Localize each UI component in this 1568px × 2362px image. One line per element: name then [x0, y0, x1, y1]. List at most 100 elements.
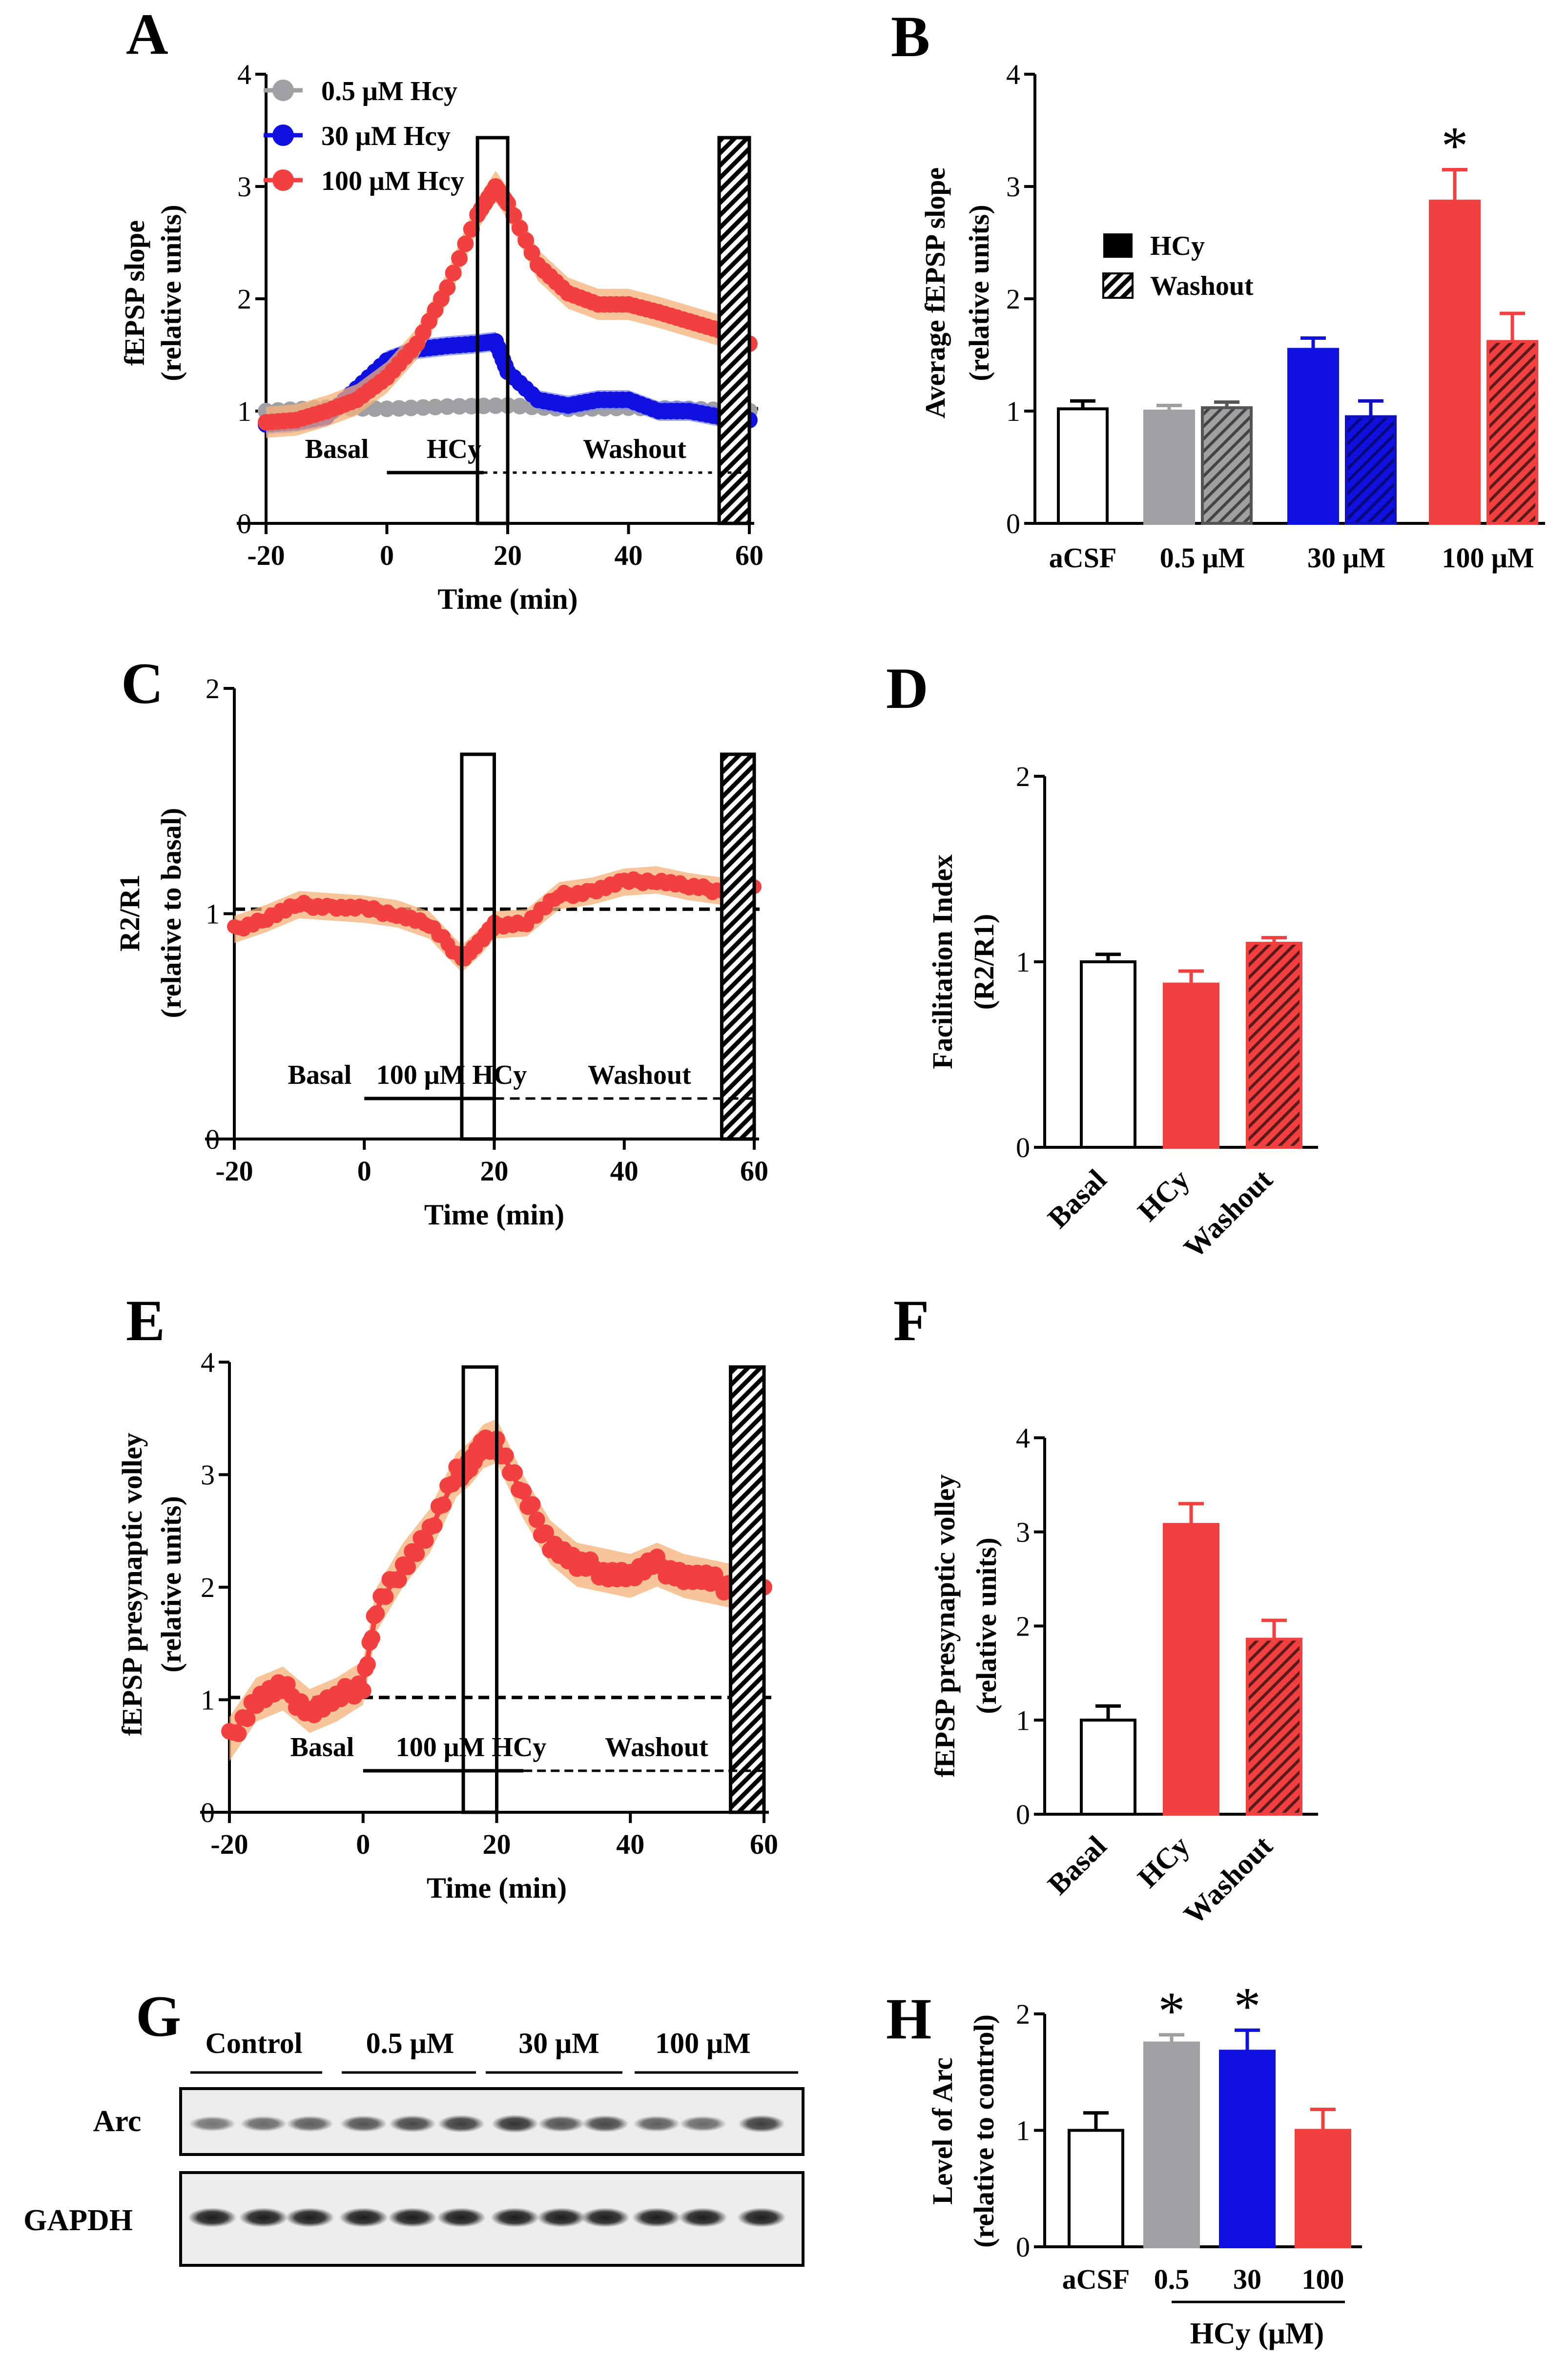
gapdh-band	[737, 2208, 786, 2227]
gapdh-band	[388, 2208, 437, 2227]
blot-group-label-1: 0.5 μM	[366, 2027, 454, 2059]
e-y-tick-label: 1	[201, 1684, 215, 1716]
a-annotation-basal: Basal	[305, 434, 369, 464]
e-data-point	[377, 1588, 394, 1605]
e-data-point	[408, 1545, 425, 1562]
a-legend-label-0: 0.5 μM Hcy	[321, 76, 457, 106]
c-x-tick-label: 0	[357, 1155, 371, 1187]
a-x-tick-label: 40	[615, 539, 643, 571]
h-ylabel: Level of Arc	[927, 2057, 958, 2205]
blot-group-label-2: 30 μM	[518, 2027, 599, 2059]
a-annotation-hcy: HCy	[427, 434, 481, 464]
f-bar-2	[1246, 1637, 1302, 1816]
gapdh-band	[188, 2208, 237, 2227]
a-hcy-window	[475, 136, 510, 525]
e-y-tick-label: 3	[201, 1459, 215, 1491]
b-bar-6	[1486, 340, 1538, 525]
arc-band	[340, 2115, 387, 2132]
f-y-tick-label: 3	[1016, 1516, 1030, 1548]
b-y-tick-label: 3	[1006, 171, 1020, 203]
d-category-label-0: Basal	[1041, 1163, 1113, 1235]
e-data-point	[528, 1511, 545, 1528]
a-x-tick-label: 20	[494, 539, 522, 571]
h-category-label-1: 0.5	[1154, 2263, 1190, 2295]
a-data-point	[427, 398, 444, 415]
e-data-point	[417, 1532, 434, 1549]
a-data-point	[523, 244, 540, 261]
b-y-tick-label: 1	[1006, 395, 1020, 427]
f-ylabel: fEPSP presynaptic volley	[929, 1474, 961, 1778]
h-ylabel-units: (relative to control)	[968, 2014, 1000, 2248]
a-legend-marker	[272, 124, 294, 146]
a-y-tick-label: 2	[237, 283, 251, 315]
a-data-point	[391, 400, 408, 417]
d-y-tick-label: 0	[1016, 1132, 1030, 1163]
a-y-tick-label: 3	[237, 171, 251, 203]
e-data-point	[497, 1447, 514, 1464]
b-bar-3	[1287, 348, 1339, 525]
arc-band	[189, 2116, 236, 2132]
b-y-tick-label: 2	[1006, 283, 1020, 315]
e-annotation-basal: Basal	[290, 1732, 354, 1762]
f-category-label-2: Washout	[1177, 1830, 1279, 1931]
a-data-point	[439, 398, 456, 415]
d-bar-0	[1080, 960, 1136, 1149]
e-y-tick-label: 4	[201, 1347, 215, 1378]
c-ylabel: R2/R1	[114, 874, 145, 952]
arc-band	[438, 2115, 485, 2133]
e-data-point	[364, 1630, 380, 1647]
c-y-tick-label: 2	[206, 673, 220, 704]
e-y-tick-label: 2	[201, 1572, 215, 1603]
e-data-point	[537, 1524, 554, 1541]
panel-letter-g: G	[136, 1984, 181, 2049]
h-bar-1	[1143, 2041, 1200, 2248]
b-category-label-0: aCSF	[1049, 542, 1117, 574]
e-data-point	[230, 1725, 247, 1742]
gapdh-band	[286, 2208, 334, 2227]
f-y-tick-label: 2	[1016, 1611, 1030, 1642]
arc-band	[389, 2115, 436, 2133]
gapdh-band	[491, 2208, 539, 2227]
a-legend-label-2: 100 μM Hcy	[321, 166, 464, 196]
a-data-point	[511, 220, 528, 237]
e-data-point	[426, 1517, 443, 1534]
a-data-point	[451, 250, 468, 267]
b-category-label-3: 100 μM	[1442, 542, 1534, 574]
blot-group-label-3: 100 μM	[655, 2027, 751, 2059]
a-data-point	[487, 397, 504, 414]
panel-letter-b: B	[891, 4, 930, 69]
c-hcy-window	[460, 752, 496, 1141]
a-data-point	[457, 235, 474, 252]
e-data-point	[354, 1682, 371, 1699]
e-annotation-hcy: 100 μM HCy	[396, 1732, 547, 1762]
f-y-tick-label: 1	[1016, 1704, 1030, 1736]
a-data-point	[463, 221, 480, 238]
chart-f: 0 1 2 3 4 fEPSP presynaptic volley (relative u…	[929, 1422, 1318, 1931]
e-x-tick-label: 60	[750, 1828, 778, 1860]
chart-d: 0 1 2 Facilitation Index (R2/R1) Basal HCyWash…	[927, 761, 1318, 1264]
b-ylabel: Average fEPSP slope	[919, 167, 951, 418]
e-data-point	[524, 1496, 541, 1513]
e-data-point	[368, 1605, 385, 1622]
gapdh-band	[537, 2208, 586, 2227]
d-bar-2	[1246, 942, 1302, 1149]
e-data-point	[239, 1710, 256, 1727]
gapdh-band	[437, 2208, 486, 2227]
e-ylabel-units: (relative units)	[155, 1496, 187, 1672]
panel-letter-e: E	[126, 1288, 165, 1353]
a-y-tick-label: 4	[237, 59, 251, 90]
f-bar-1	[1163, 1523, 1219, 1816]
chart-h: 0 1 2 Level of Arc (relative to control) * * aC…	[927, 1976, 1362, 2350]
a-ylabel: fEPSP slope	[119, 220, 150, 366]
arc-band	[633, 2115, 680, 2132]
a-data-point	[403, 399, 419, 416]
b-legend-label-washout: Washout	[1150, 271, 1254, 301]
e-hcy-window	[461, 1365, 498, 1814]
a-x-tick-label: -20	[247, 539, 285, 571]
b-bar-0	[1057, 407, 1109, 525]
c-y-tick-label: 1	[206, 898, 220, 930]
a-data-point	[511, 397, 528, 414]
b-legend-label-hcy: HCy	[1150, 231, 1205, 261]
panel-letter-d: D	[886, 656, 928, 721]
b-category-label-1: 0.5 μM	[1160, 542, 1245, 574]
